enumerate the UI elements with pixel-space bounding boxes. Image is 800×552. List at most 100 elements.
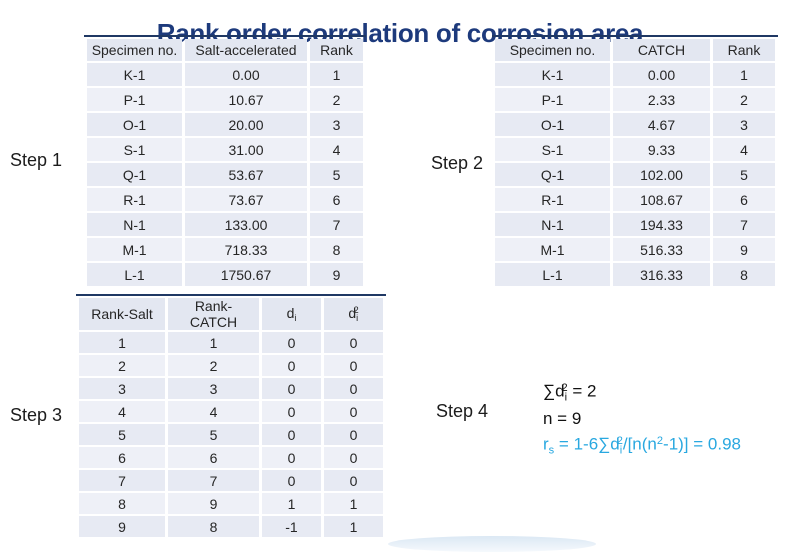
cell: 9.33	[613, 138, 710, 161]
cell: 0	[324, 424, 383, 445]
table-row: 9 8 -1 1	[79, 516, 383, 537]
cell: 8	[79, 493, 165, 514]
cell: 133.00	[185, 213, 307, 236]
table-row: K-1 0.00 1	[495, 63, 775, 86]
cell: 1	[262, 493, 321, 514]
cell: 8	[168, 516, 259, 537]
cell: P-1	[495, 88, 610, 111]
table-row: Q-1 53.67 5	[87, 163, 363, 186]
cell: 7	[79, 470, 165, 491]
cell: -1	[262, 516, 321, 537]
table-row: O-1 4.67 3	[495, 113, 775, 136]
cell: 9	[168, 493, 259, 514]
table-row: R-1 73.67 6	[87, 188, 363, 211]
cell: R-1	[495, 188, 610, 211]
table-row: N-1 194.33 7	[495, 213, 775, 236]
cell: K-1	[495, 63, 610, 86]
cell: 9	[310, 263, 363, 286]
step1-label: Step 1	[10, 150, 63, 170]
cell: 1	[324, 493, 383, 514]
table-row: Q-1 102.00 5	[495, 163, 775, 186]
cell: 2.33	[613, 88, 710, 111]
cell: 316.33	[613, 263, 710, 286]
cell: 2	[79, 355, 165, 376]
cell: 0	[262, 401, 321, 422]
cell: M-1	[87, 238, 182, 261]
cell: 4.67	[613, 113, 710, 136]
table-row: M-1 718.33 8	[87, 238, 363, 261]
table-row: N-1 133.00 7	[87, 213, 363, 236]
cell: 108.67	[613, 188, 710, 211]
cell: 4	[168, 401, 259, 422]
cell: 0	[262, 378, 321, 399]
cell: R-1	[87, 188, 182, 211]
cell: 5	[310, 163, 363, 186]
cell: 9	[79, 516, 165, 537]
cell: 2	[713, 88, 775, 111]
cell: 5	[79, 424, 165, 445]
cell: 0	[262, 470, 321, 491]
table-row: R-1 108.67 6	[495, 188, 775, 211]
cell: Q-1	[87, 163, 182, 186]
cell: K-1	[87, 63, 182, 86]
spearman-formula-line: rs = 1-6∑di2/[n(n2-1)] = 0.98	[543, 434, 741, 457]
column-header: di	[262, 298, 321, 330]
cell: 73.67	[185, 188, 307, 211]
cell: 7	[310, 213, 363, 236]
cell: 0	[324, 401, 383, 422]
cell: 3	[168, 378, 259, 399]
cell: 1	[79, 332, 165, 353]
cell: 1750.67	[185, 263, 307, 286]
cell: 0	[324, 355, 383, 376]
cell: 0	[262, 355, 321, 376]
cell: 0	[324, 378, 383, 399]
cell: N-1	[495, 213, 610, 236]
cell: 7	[168, 470, 259, 491]
rank-difference-table: Rank-Salt Rank-CATCH di di2 1 1 0 0 2 2 0 0 3 3 0 0 4 4 0 0…	[76, 294, 386, 539]
sum-di-squared-line: ∑di2 = 2	[543, 381, 597, 404]
cell: 0	[262, 424, 321, 445]
column-header: Salt-accelerated	[185, 39, 307, 61]
cell: 2	[310, 88, 363, 111]
cell: 516.33	[613, 238, 710, 261]
cell: 5	[713, 163, 775, 186]
cell: 0.00	[613, 63, 710, 86]
cell: 6	[168, 447, 259, 468]
table-row: S-1 31.00 4	[87, 138, 363, 161]
cell: N-1	[87, 213, 182, 236]
cell: 5	[168, 424, 259, 445]
cell: 4	[310, 138, 363, 161]
cell: 0	[324, 470, 383, 491]
cell: 53.67	[185, 163, 307, 186]
table-row: P-1 10.67 2	[87, 88, 363, 111]
cell: 1	[168, 332, 259, 353]
decorative-swoosh	[388, 536, 596, 552]
cell: 3	[713, 113, 775, 136]
cell: 4	[713, 138, 775, 161]
column-header: Specimen no.	[87, 39, 182, 61]
n-value-line: n = 9	[543, 409, 582, 429]
cell: 0.00	[185, 63, 307, 86]
cell: 7	[713, 213, 775, 236]
table-header-row: Rank-Salt Rank-CATCH di di2	[79, 298, 383, 330]
cell: 718.33	[185, 238, 307, 261]
cell: P-1	[87, 88, 182, 111]
cell: 102.00	[613, 163, 710, 186]
table-row: P-1 2.33 2	[495, 88, 775, 111]
salt-accelerated-rank-table: Specimen no. Salt-accelerated Rank K-1 0.00 1…	[84, 35, 366, 288]
cell: S-1	[87, 138, 182, 161]
cell: 3	[79, 378, 165, 399]
column-header: Specimen no.	[495, 39, 610, 61]
step4-label: Step 4	[436, 401, 489, 421]
cell: 0	[324, 447, 383, 468]
cell: L-1	[495, 263, 610, 286]
cell: 4	[79, 401, 165, 422]
cell: 9	[713, 238, 775, 261]
cell: 6	[713, 188, 775, 211]
